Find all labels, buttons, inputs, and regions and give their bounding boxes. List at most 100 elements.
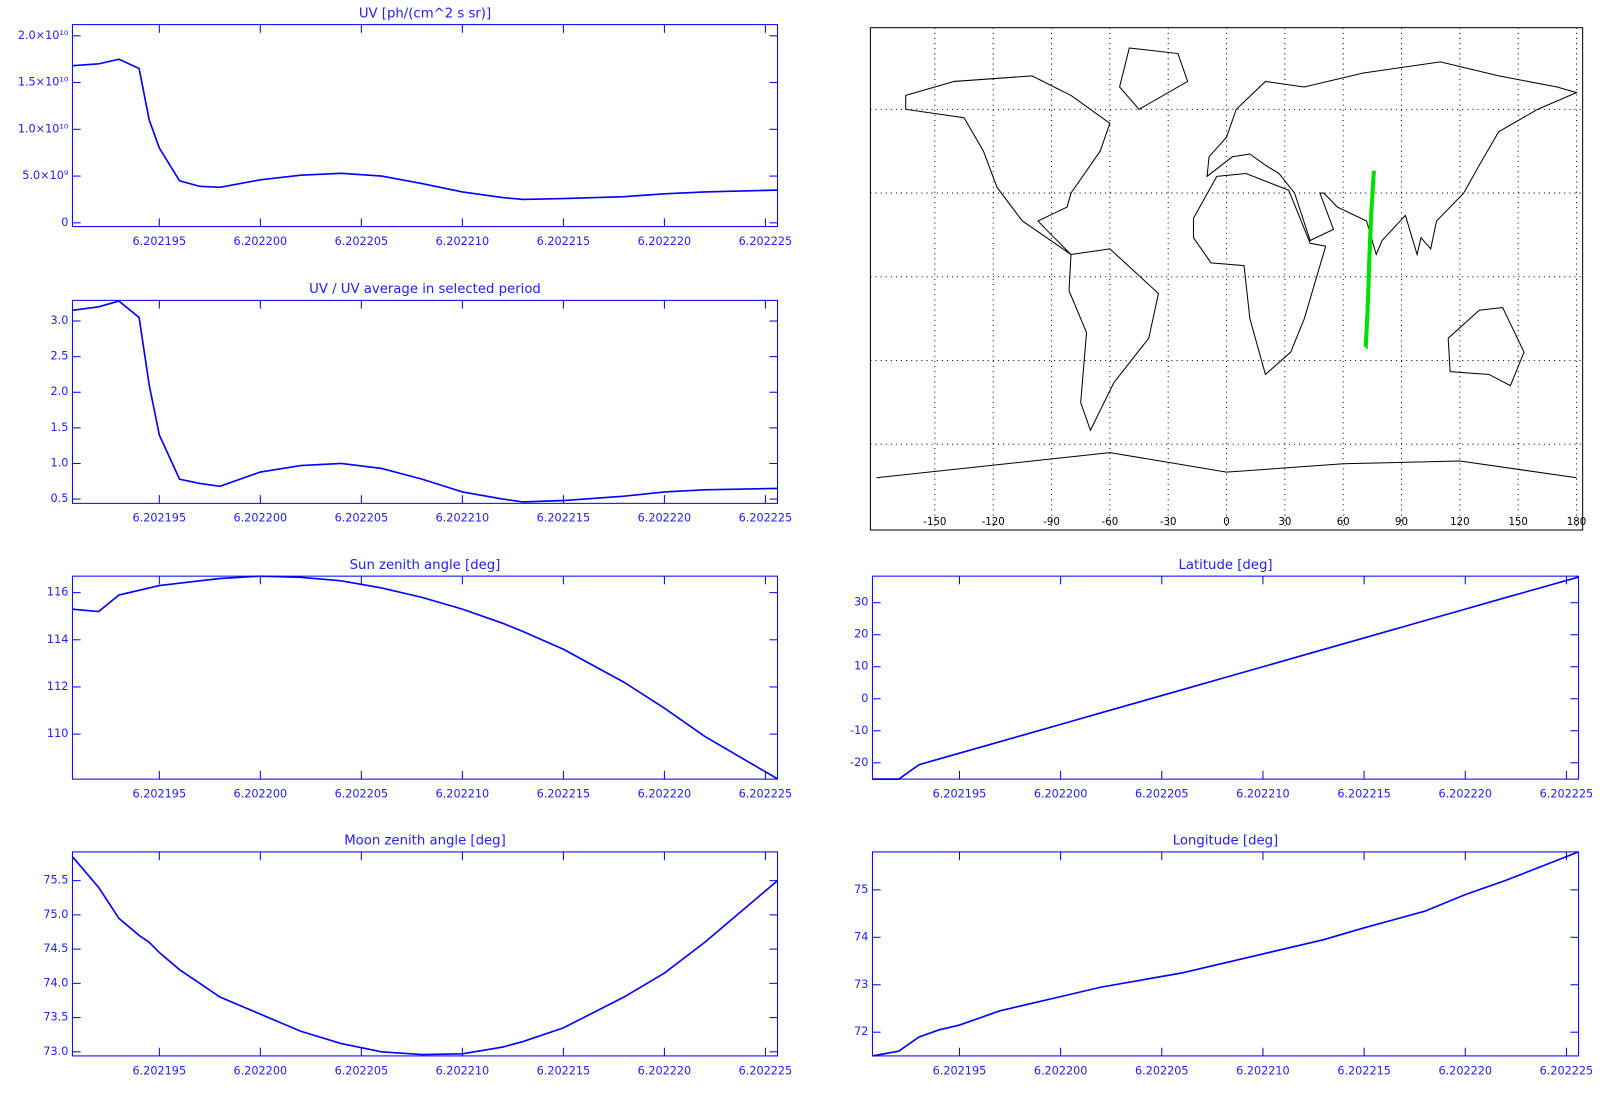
map-tick-label: 30 [1278,517,1291,528]
x-tick-label: 6.202225 [739,512,793,525]
map [870,27,1583,531]
x-tick-label: 6.202195 [133,512,187,525]
y-tick-label: 1.0×10¹⁰ [18,122,69,135]
y-tick-label: 3.0 [51,314,69,327]
map-tick-label: 0 [1223,517,1230,528]
x-tick-label: 6.202220 [638,235,692,248]
x-tick-label: 6.202205 [335,787,389,800]
plot-frame [871,575,1580,780]
coastline [1206,61,1579,257]
y-tick-label: 73.0 [43,1045,68,1058]
y-tick-label: 2.0×10¹⁰ [18,29,69,42]
y-tick-label: 2.0 [51,385,69,398]
data-line [72,58,778,201]
y-tick-label: 74.0 [43,976,68,989]
map-tick-label: 150 [1508,517,1527,528]
y-tick-label: -10 [850,724,868,737]
y-tick-label: 74.5 [43,942,68,955]
map-tick-label: -150 [923,517,946,528]
x-tick-label: 6.202225 [739,1064,793,1077]
x-tick-label: 6.202200 [1034,787,1088,800]
x-tick-label: 6.202210 [436,235,490,248]
y-tick-label: 114 [47,633,68,646]
x-tick-label: 6.202225 [1540,787,1594,800]
plot-frame [71,299,779,504]
x-tick-label: 6.202205 [335,512,389,525]
map-tick-label: 90 [1395,517,1408,528]
x-tick-label: 6.202215 [1337,787,1391,800]
chart-title: Sun zenith angle [deg] [350,558,501,573]
x-tick-label: 6.202195 [933,1064,987,1077]
x-tick-label: 6.202200 [234,512,288,525]
x-tick-label: 6.202220 [1438,1064,1492,1077]
chart-title: UV [ph/(cm^2 s sr)] [359,6,491,21]
y-tick-label: 74 [854,930,868,943]
coastline [1192,173,1327,376]
x-tick-label: 6.202205 [335,235,389,248]
x-tick-label: 6.202200 [234,787,288,800]
chart-title: Latitude [deg] [1178,558,1272,573]
x-tick-label: 6.202200 [234,1064,288,1077]
x-tick-label: 6.202200 [234,235,288,248]
y-tick-label: 112 [47,680,68,693]
map-tick-label: -60 [1102,517,1119,528]
x-tick-label: 6.202210 [1236,1064,1290,1077]
map-tick-label: 180 [1567,517,1586,528]
y-tick-label: 116 [47,586,68,599]
x-tick-label: 6.202195 [933,787,987,800]
coastline [1447,306,1525,387]
x-tick-label: 6.202215 [537,787,591,800]
x-tick-label: 6.202195 [133,235,187,248]
y-tick-label: 110 [47,727,68,740]
plot-frame [871,851,1580,1057]
map-tick-label: -30 [1160,517,1177,528]
x-tick-label: 6.202210 [436,1064,490,1077]
x-tick-label: 6.202225 [739,787,793,800]
coastline [905,75,1111,255]
y-tick-label: 75 [854,883,868,896]
y-tick-label: 1.5 [51,421,69,434]
chart-title: UV / UV average in selected period [309,282,541,297]
plot-frame [71,575,779,780]
x-tick-label: 6.202210 [436,512,490,525]
y-tick-label: 20 [854,628,868,641]
map-tick-label: -90 [1043,517,1060,528]
y-tick-label: -20 [850,756,868,769]
x-tick-label: 6.202210 [436,787,490,800]
y-tick-label: 75.5 [43,874,68,887]
x-tick-label: 6.202195 [133,787,187,800]
chart-title: Longitude [deg] [1173,834,1278,849]
map-tick-label: 120 [1450,517,1469,528]
y-tick-label: 0.5 [51,492,69,505]
x-tick-label: 6.202215 [1337,1064,1391,1077]
data-line [71,856,779,1056]
y-tick-label: 1.5×10¹⁰ [18,76,69,89]
x-tick-label: 6.202205 [1135,787,1189,800]
x-tick-label: 6.202215 [537,512,591,525]
x-tick-label: 6.202220 [638,787,692,800]
x-tick-label: 6.202220 [638,1064,692,1077]
data-line [72,300,778,503]
y-tick-label: 30 [854,596,868,609]
map-tick-label: -120 [982,517,1005,528]
y-tick-label: 2.5 [51,350,69,363]
x-tick-label: 6.202195 [133,1064,187,1077]
data-line [72,575,778,780]
y-tick-label: 0 [861,692,868,705]
y-tick-label: 1.0 [51,456,69,469]
map-tick-label: 60 [1337,517,1350,528]
x-tick-label: 6.202200 [1034,1064,1088,1077]
satellite-track [1363,170,1376,349]
y-tick-label: 75.0 [43,908,68,921]
plot-frame [71,24,779,228]
x-tick-label: 6.202220 [638,512,692,525]
coastline [1068,248,1160,432]
data-line [872,851,1579,1057]
y-tick-label: 73 [854,978,868,991]
x-tick-label: 6.202225 [739,235,793,248]
x-tick-label: 6.202205 [1135,1064,1189,1077]
x-tick-label: 6.202205 [335,1064,389,1077]
x-tick-label: 6.202215 [537,235,591,248]
